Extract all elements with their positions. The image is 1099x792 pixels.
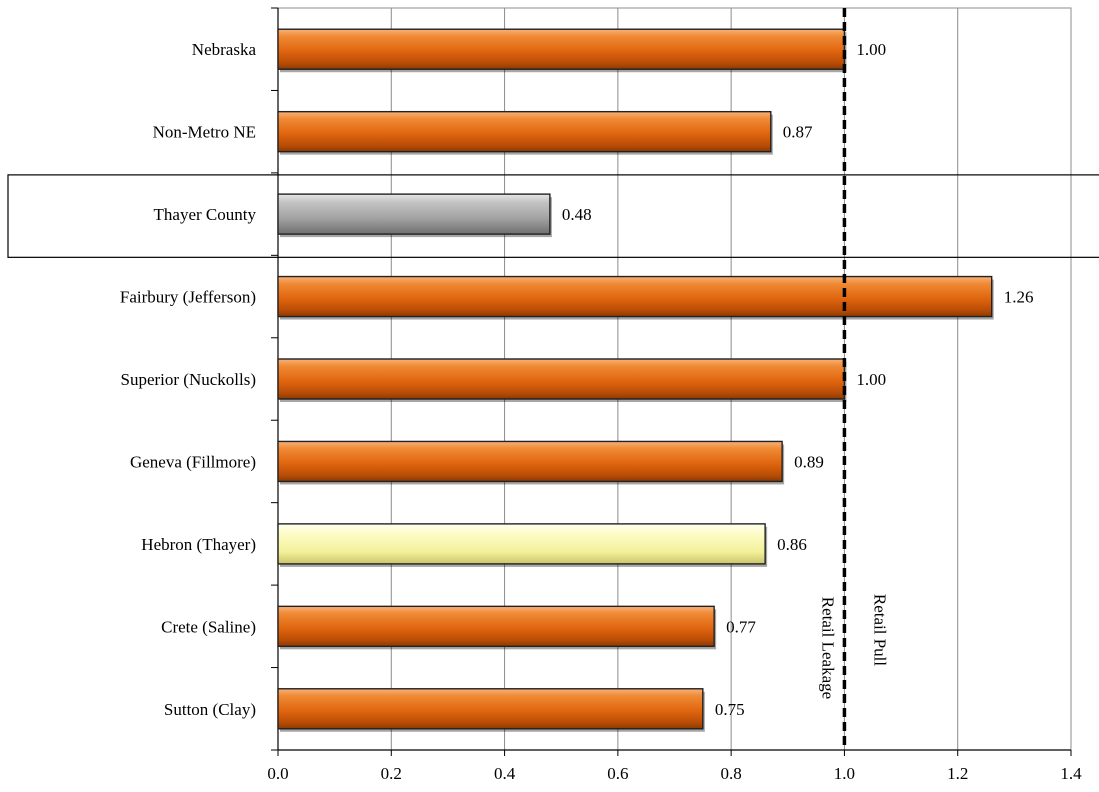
reference-line-group: Retail Leakage Retail Pull	[818, 8, 889, 750]
value-label: 0.48	[562, 205, 592, 224]
category-label: Hebron (Thayer)	[141, 535, 256, 554]
value-label: 0.77	[726, 617, 756, 636]
value-label: 1.00	[856, 40, 886, 59]
value-label: 1.26	[1004, 288, 1034, 307]
value-label: 0.86	[777, 535, 807, 554]
x-tick-label: 1.2	[947, 764, 968, 783]
category-label: Nebraska	[192, 40, 257, 59]
bar	[277, 110, 772, 153]
value-label: 0.89	[794, 452, 824, 471]
bar	[277, 275, 993, 318]
category-label: Thayer County	[154, 205, 257, 224]
value-label: 1.00	[856, 370, 886, 389]
x-tick-label: 1.4	[1060, 764, 1082, 783]
category-label: Non-Metro NE	[153, 123, 256, 142]
category-label: Sutton (Clay)	[164, 700, 256, 719]
bar	[277, 440, 783, 483]
x-tick-label: 0.0	[267, 764, 288, 783]
x-tick-label: 0.8	[721, 764, 742, 783]
bar	[277, 688, 704, 730]
category-label: Geneva (Fillmore)	[130, 452, 256, 471]
category-label: Fairbury (Jefferson)	[120, 288, 256, 307]
x-tick-label: 0.6	[607, 764, 628, 783]
bar	[277, 193, 551, 235]
retail-pull-label: Retail Pull	[870, 594, 889, 667]
bar	[277, 358, 846, 400]
bars	[277, 28, 994, 732]
bar	[277, 28, 846, 70]
bar	[277, 523, 766, 565]
highlight-box	[7, 174, 1099, 258]
value-label: 0.87	[783, 123, 813, 142]
plot-frame	[278, 7, 1072, 750]
bar	[277, 605, 715, 648]
x-tick-label: 1.0	[834, 764, 855, 783]
category-label: Superior (Nuckolls)	[120, 370, 256, 389]
x-tick-label: 0.4	[494, 764, 516, 783]
x-tick-label: 0.2	[381, 764, 402, 783]
retail-leakage-label: Retail Leakage	[818, 597, 837, 699]
labels: 0.0 0.2 0.4 0.6 0.8 1.0 1.2 1.4 Nebraska 1.00 Non-…	[120, 40, 1082, 783]
highlight-box-outline	[7, 174, 1099, 258]
value-label: 0.75	[715, 700, 745, 719]
category-label: Crete (Saline)	[161, 617, 256, 636]
